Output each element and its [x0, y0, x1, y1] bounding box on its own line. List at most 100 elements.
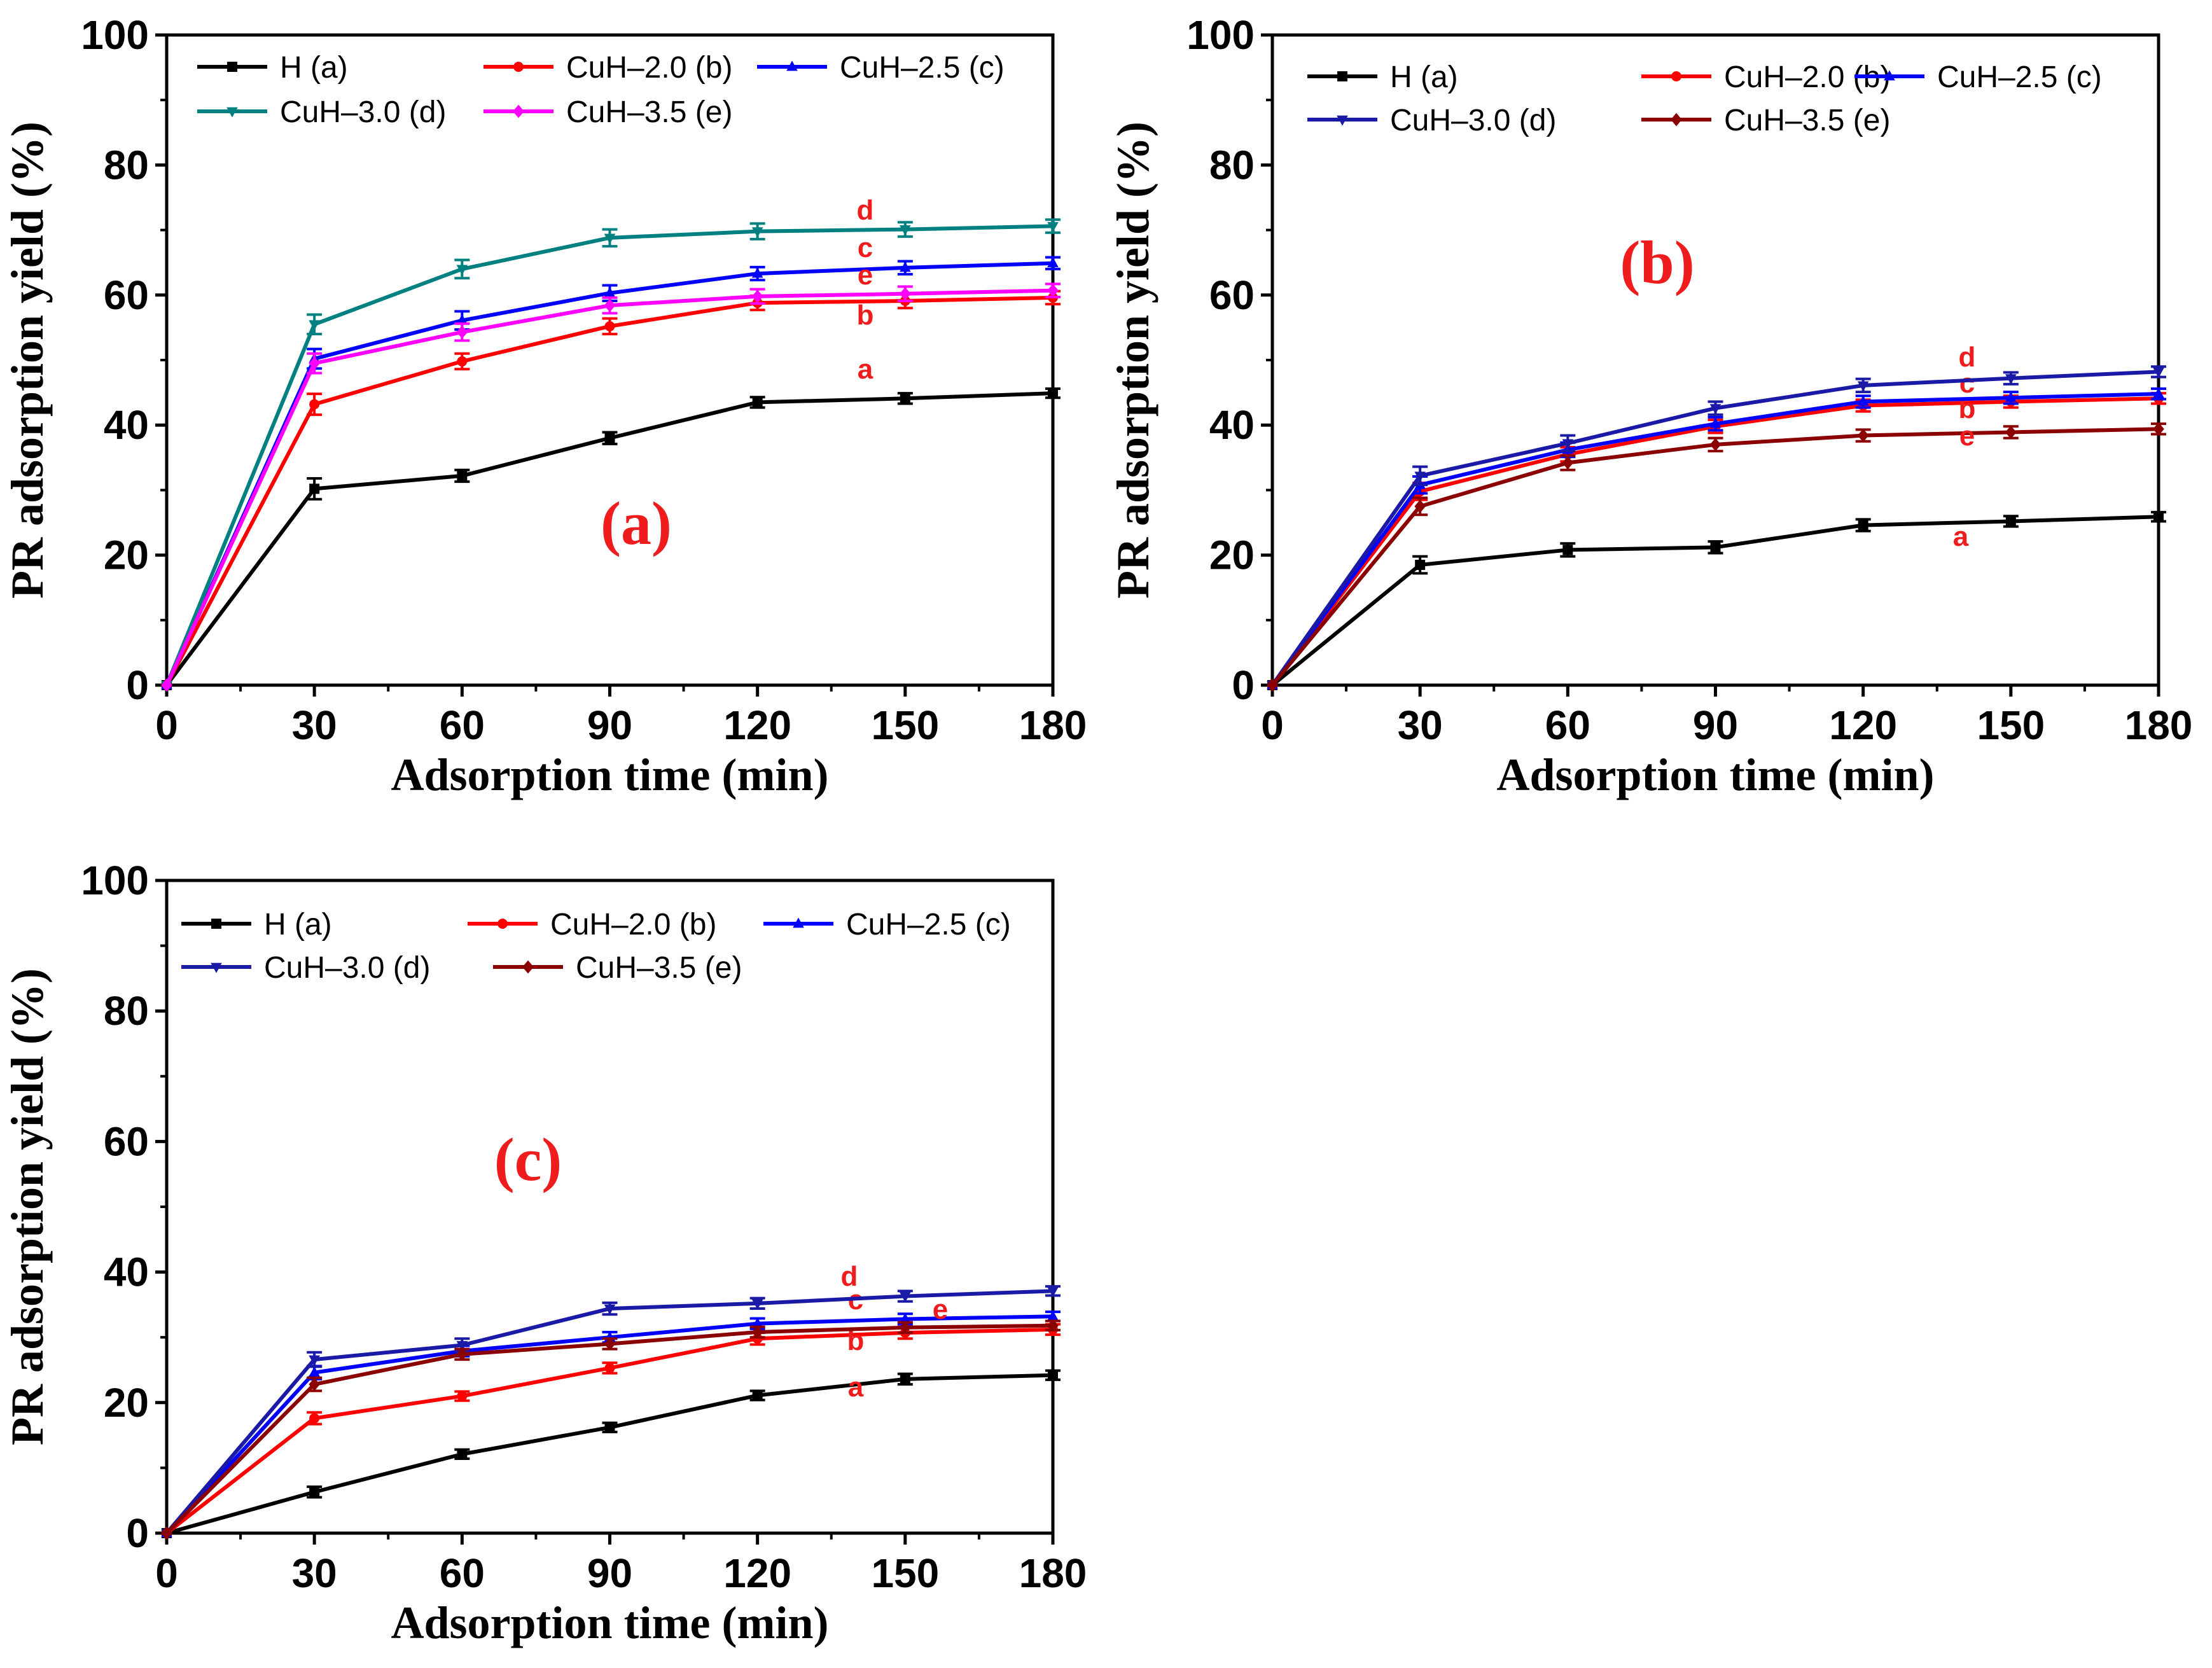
data-point	[1267, 678, 1278, 692]
series-tag-label: e	[933, 1294, 948, 1325]
legend-swatch-marker	[522, 960, 534, 974]
x-tick-label: 180	[1019, 1550, 1087, 1596]
legend-swatch-marker	[1884, 70, 1895, 81]
y-tick-label: 20	[104, 1380, 149, 1426]
legend-label: CuH–3.5 (e)	[1724, 104, 1890, 137]
series-group	[161, 1285, 1061, 1539]
y-tick-label: 0	[1232, 662, 1255, 708]
x-tick-label: 30	[292, 1550, 337, 1596]
series-tag-label: a	[1953, 521, 1969, 552]
data-point	[604, 287, 616, 298]
legend-swatch-marker	[513, 62, 524, 72]
data-point	[309, 1487, 320, 1498]
y-tick-label: 20	[1209, 532, 1255, 578]
series-group	[1267, 511, 2166, 690]
data-point	[900, 261, 911, 272]
series-tag-label: c	[858, 232, 873, 263]
legend-entry: CuH–2.5 (c)	[757, 51, 1005, 85]
data-point	[456, 1341, 468, 1352]
data-point	[900, 287, 911, 301]
x-tick-label: 90	[587, 1550, 632, 1596]
legend-label: CuH–2.0 (b)	[566, 51, 732, 85]
x-axis-title: Adsorption time (min)	[391, 1597, 829, 1648]
data-point	[309, 356, 320, 370]
data-point	[751, 267, 763, 278]
data-point	[456, 314, 468, 325]
data-point	[161, 678, 172, 692]
data-point	[2153, 387, 2164, 398]
legend-label: CuH–2.0 (b)	[550, 908, 716, 942]
data-point	[1709, 404, 1722, 415]
data-point	[1414, 499, 1426, 513]
data-point	[309, 1377, 320, 1391]
x-tick-label: 60	[1545, 702, 1590, 748]
legend-label: CuH–3.0 (d)	[1390, 104, 1556, 137]
y-tick-label: 80	[104, 988, 149, 1034]
data-point	[604, 233, 616, 244]
legend-label: H (a)	[264, 908, 332, 942]
panel-label: (c)	[494, 1125, 562, 1193]
data-point	[900, 225, 911, 236]
data-point	[751, 1325, 763, 1339]
legend-label: CuH–2.5 (c)	[840, 51, 1005, 85]
data-point	[1709, 438, 1722, 452]
x-tick-label: 60	[440, 1550, 485, 1596]
legend-label: CuH–3.0 (d)	[280, 95, 446, 129]
series-group	[161, 218, 1061, 692]
x-tick-label: 150	[871, 1550, 939, 1596]
y-tick-label: 60	[104, 1118, 149, 1164]
series-group	[161, 282, 1061, 692]
x-tick-label: 60	[440, 702, 485, 748]
x-axis-title: Adsorption time (min)	[391, 749, 829, 800]
data-point	[2005, 374, 2017, 385]
y-tick-label: 40	[104, 402, 149, 448]
x-tick-label: 120	[1829, 702, 1897, 748]
data-point	[900, 1312, 911, 1323]
series-group	[162, 1369, 1061, 1538]
legend-label: CuH–3.0 (d)	[264, 951, 430, 985]
data-point	[309, 1355, 320, 1366]
data-point	[604, 433, 615, 443]
data-point	[604, 1337, 616, 1351]
legend-label: CuH–2.5 (c)	[846, 908, 1011, 942]
x-tick-label: 90	[1693, 702, 1738, 748]
x-tick-label: 0	[155, 1550, 178, 1596]
data-point	[1047, 222, 1059, 233]
data-point	[457, 356, 468, 367]
y-tick-label: 40	[1209, 402, 1255, 448]
legend-swatch-marker	[497, 919, 508, 929]
data-point	[1857, 395, 1869, 406]
data-point	[1709, 417, 1722, 428]
data-point	[309, 320, 320, 331]
data-point	[900, 393, 910, 404]
legend-entry: H (a)	[181, 908, 332, 942]
x-tick-label: 120	[723, 702, 791, 748]
y-tick-label: 100	[1186, 12, 1255, 58]
y-tick-label: 20	[104, 532, 149, 578]
data-point	[751, 289, 763, 303]
data-point	[2005, 391, 2017, 402]
legend-entry: H (a)	[197, 51, 348, 85]
series-tag-label: d	[857, 195, 874, 226]
data-point	[752, 1390, 763, 1401]
data-point	[456, 325, 468, 339]
data-point	[751, 227, 763, 238]
data-point	[1047, 1286, 1059, 1297]
x-tick-label: 150	[871, 702, 939, 748]
chart-panel: 0 30 60 90 120 150 180 0 20 40 60 80 100 Adsorption t…	[2, 12, 1087, 800]
data-point	[456, 265, 468, 275]
panel-label: (b)	[1620, 228, 1694, 296]
series-tag-label: c	[1959, 368, 1975, 399]
x-axis-title: Adsorption time (min)	[1497, 749, 1935, 800]
chart-panel: 0 30 60 90 120 150 180 0 20 40 60 80 100 Adsorption t…	[1108, 12, 2192, 800]
data-point	[309, 399, 320, 410]
legend-swatch-marker	[793, 917, 804, 928]
data-point	[1415, 559, 1426, 570]
x-tick-label: 90	[587, 702, 632, 748]
legend-label: CuH–2.5 (c)	[1937, 60, 2102, 94]
chart-panel: 0 30 60 90 120 150 180 0 20 40 60 80 100 Adsorption t…	[2, 858, 1087, 1648]
legend-entry: CuH–3.0 (d)	[181, 951, 430, 985]
legend-swatch-marker	[1671, 71, 1681, 81]
y-tick-label: 0	[126, 662, 149, 708]
